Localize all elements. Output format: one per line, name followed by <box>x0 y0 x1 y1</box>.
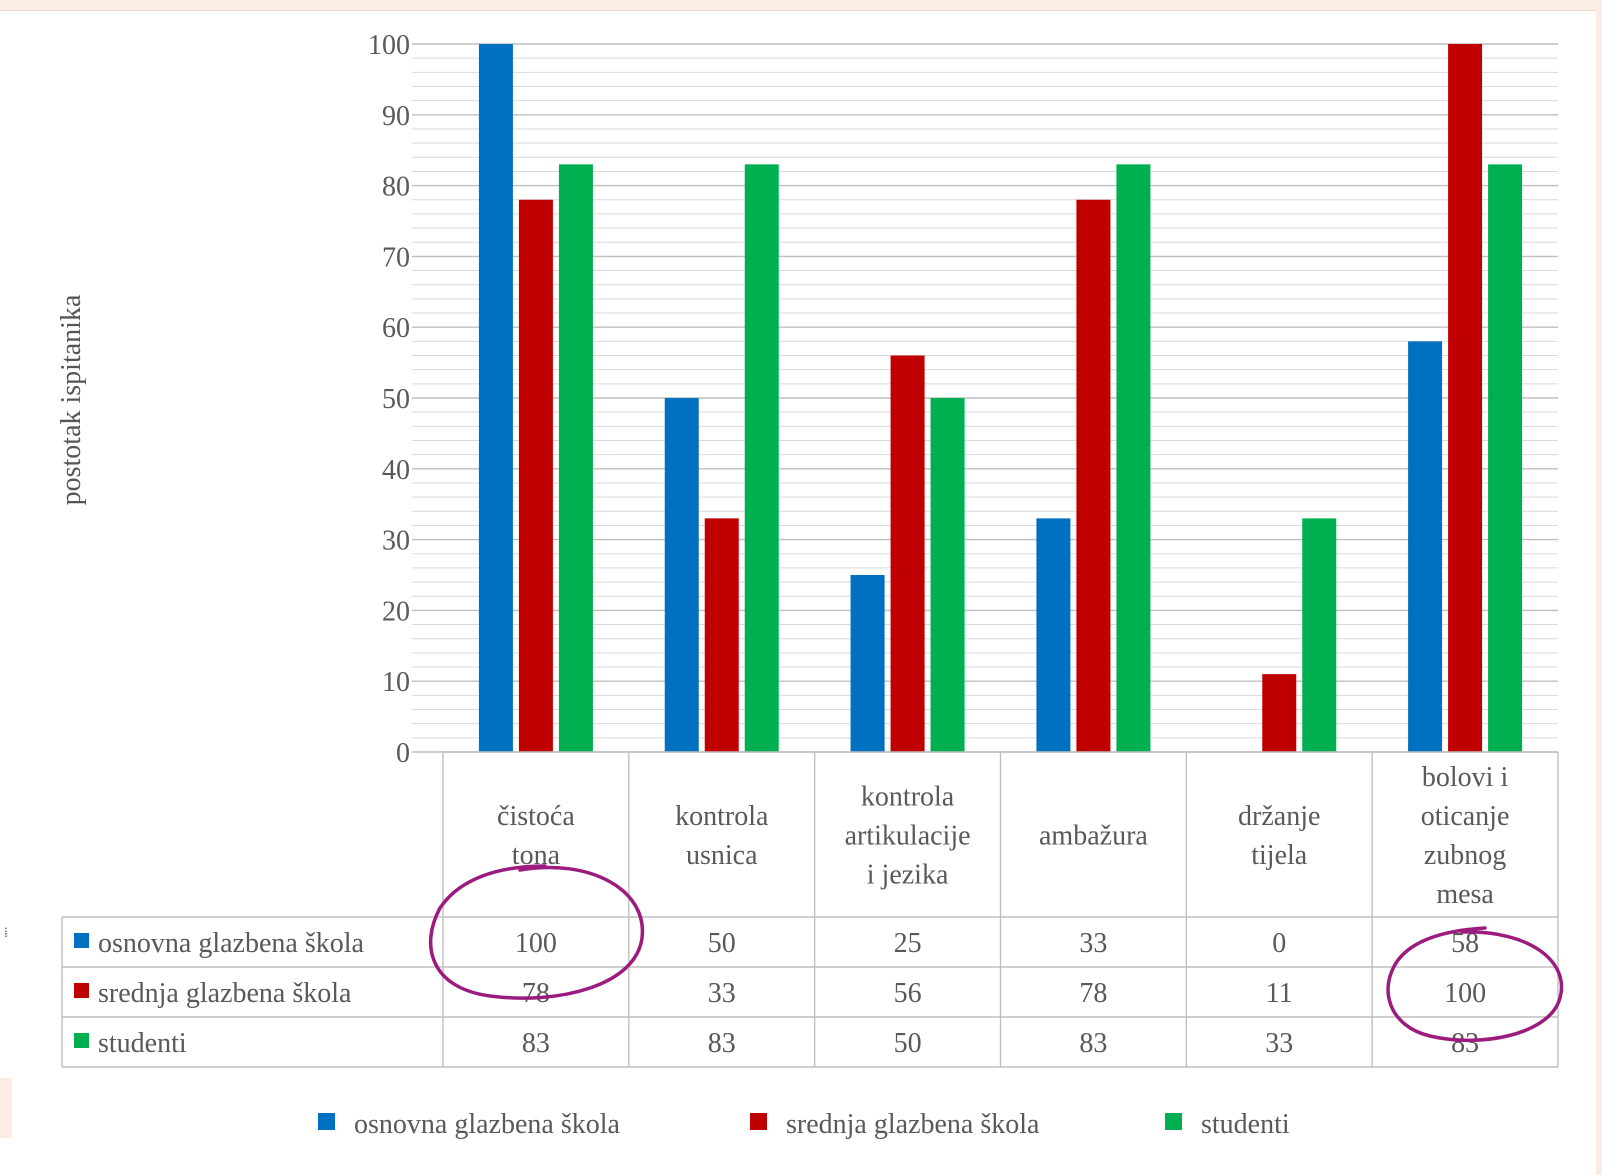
y-tick-label: 70 <box>382 242 410 273</box>
y-tick-label: 100 <box>368 30 410 61</box>
bar <box>478 44 513 752</box>
table-cell-value: 78 <box>522 978 550 1009</box>
bar <box>1076 199 1111 752</box>
bar <box>1408 341 1443 752</box>
table-cell-value: 100 <box>1444 978 1486 1009</box>
category-label: držanje tijela <box>1238 801 1320 871</box>
legend-swatch <box>318 1113 335 1130</box>
hand-drawn-circle-annotation <box>1386 926 1564 1043</box>
legend: osnovna glazbena škola srednja glazbena š… <box>318 1109 1290 1140</box>
row-series-name: srednja glazbena škola <box>98 978 352 1009</box>
category-label: kontrola usnica <box>675 801 769 871</box>
category-label: kontrola artikulacije i jezika <box>845 782 971 891</box>
bar <box>1488 164 1523 753</box>
table-cell-value: 100 <box>515 928 557 959</box>
hand-drawn-circle-annotation <box>428 864 645 1000</box>
y-tick-label: 80 <box>382 172 410 203</box>
table-cell-value: 83 <box>1451 1028 1479 1059</box>
bar <box>704 518 739 752</box>
y-tick-label: 10 <box>382 667 410 698</box>
category-label-line: tijela <box>1251 840 1308 871</box>
table-cell-value: 33 <box>708 978 736 1009</box>
bar <box>1262 674 1297 752</box>
bar <box>930 398 965 752</box>
top-border-band <box>0 0 1602 11</box>
y-tick-label: 20 <box>382 596 410 627</box>
table-cell-value: 83 <box>1079 1028 1107 1059</box>
table-cell-value: 33 <box>1079 928 1107 959</box>
y-tick-labels: 0 10 20 30 40 50 60 70 80 90 100 <box>368 30 410 769</box>
y-tick-label: 60 <box>382 313 410 344</box>
table-cell-value: 11 <box>1266 978 1293 1009</box>
category-label-line: usnica <box>686 840 758 871</box>
table-cell-value: 33 <box>1265 1028 1293 1059</box>
row-legend-swatch <box>74 983 89 998</box>
annotations <box>428 864 1564 1043</box>
legend-label: studenti <box>1201 1109 1290 1140</box>
legend-label: srednja glazbena škola <box>786 1109 1040 1140</box>
category-label-line: kontrola <box>861 782 955 813</box>
legend-swatch <box>1165 1113 1182 1130</box>
table-cell-value: 0 <box>1272 928 1286 959</box>
category-label: ambažura <box>1039 821 1148 852</box>
category-label-line: mesa <box>1436 879 1494 910</box>
bar <box>1116 164 1151 753</box>
category-label-line: držanje <box>1238 801 1320 832</box>
category-label-line: bolovi i <box>1422 762 1509 793</box>
legend-swatch <box>750 1113 767 1130</box>
right-border-band <box>1596 10 1602 1175</box>
bar <box>518 199 553 752</box>
bar <box>1036 518 1071 752</box>
category-label-line: čistoća <box>497 801 575 832</box>
edge-glyph: ⁞ <box>4 926 8 941</box>
data-table: čistoća tona kontrola usnica kontrola artikul… <box>61 751 1559 1068</box>
category-label: bolovi i oticanje zubnog mesa <box>1421 762 1510 910</box>
left-edge-mark <box>0 1078 12 1138</box>
row-series-name: studenti <box>98 1028 187 1059</box>
y-tick-label: 50 <box>382 384 410 415</box>
y-tick-label: 30 <box>382 526 410 557</box>
category-label: čistoća tona <box>497 801 575 871</box>
legend-label: osnovna glazbena škola <box>354 1109 620 1140</box>
y-axis-label: postotak ispitanika <box>56 294 87 505</box>
table-cell-value: 25 <box>894 928 922 959</box>
category-label-line: ambažura <box>1039 821 1148 852</box>
table-cell-value: 56 <box>894 978 922 1009</box>
bar <box>890 355 925 752</box>
row-legend-swatch <box>74 1033 89 1048</box>
bar <box>1448 44 1483 752</box>
bar <box>664 398 699 752</box>
y-tick-label: 40 <box>382 455 410 486</box>
category-label-line: oticanje <box>1421 801 1510 832</box>
category-label-line: artikulacije <box>845 821 971 852</box>
y-tick-label: 0 <box>396 738 410 769</box>
table-cell-value: 50 <box>708 928 736 959</box>
bar <box>744 164 779 753</box>
row-series-name: osnovna glazbena škola <box>98 928 364 959</box>
gridlines <box>412 43 1558 753</box>
category-label-line: i jezika <box>867 860 949 891</box>
row-legend-swatch <box>74 933 89 948</box>
table-cell-value: 50 <box>894 1028 922 1059</box>
category-label-line: zubnog <box>1424 840 1506 871</box>
table-cell-value: 83 <box>522 1028 550 1059</box>
bars <box>478 44 1523 753</box>
y-tick-label: 90 <box>382 101 410 132</box>
bar <box>1302 518 1337 752</box>
bar <box>558 164 593 753</box>
bar <box>850 575 885 752</box>
table-cell-value: 78 <box>1079 978 1107 1009</box>
table-cell-value: 83 <box>708 1028 736 1059</box>
category-label-line: kontrola <box>675 801 769 832</box>
